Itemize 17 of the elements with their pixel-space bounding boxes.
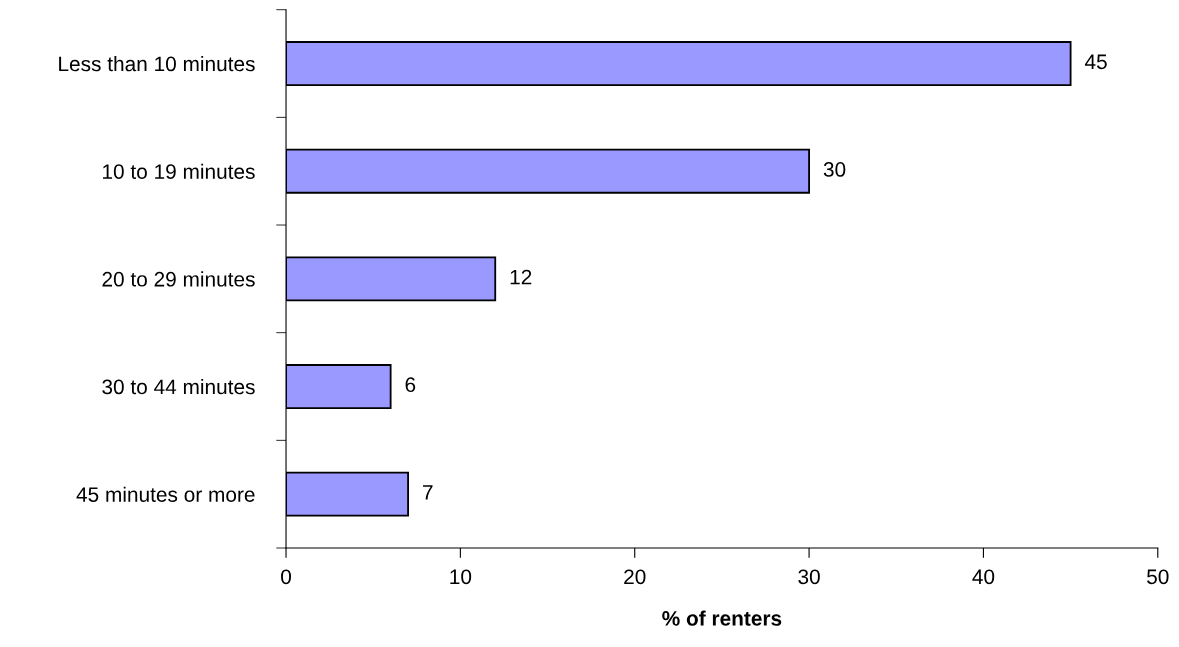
- y-tick-label: 20 to 29 minutes: [102, 271, 255, 287]
- x-tick-label: 20: [624, 569, 646, 585]
- y-tick-label: Less than 10 minutes: [59, 55, 255, 72]
- y-tick-label: 10 to 19 minutes: [103, 163, 255, 179]
- data-label: 6: [405, 377, 416, 393]
- data-label: 45: [1084, 54, 1107, 70]
- x-tick-label: 0: [281, 569, 291, 585]
- y-tick-label: 30 to 44 minutes: [102, 378, 255, 395]
- x-tick-label: 40: [972, 569, 995, 585]
- x-tick-label: 50: [1147, 569, 1169, 585]
- data-label: 30: [823, 162, 846, 177]
- y-tick-label: 45 minutes or more: [76, 486, 255, 502]
- data-label: 7: [423, 485, 433, 500]
- x-axis-title: % of renters: [662, 610, 782, 626]
- data-label: 12: [510, 269, 532, 285]
- x-tick-label: 30: [798, 569, 820, 585]
- x-tick-label: 10: [450, 569, 472, 585]
